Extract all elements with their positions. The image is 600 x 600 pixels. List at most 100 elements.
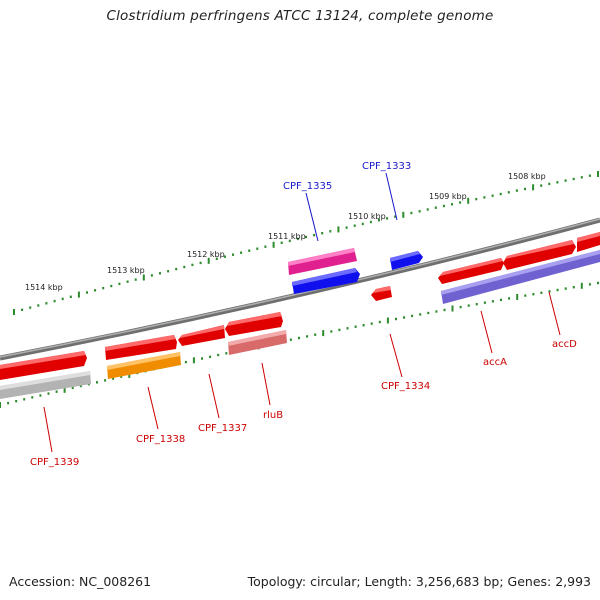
ruler-label-1510: 1510 kbp bbox=[348, 212, 386, 221]
feature-orange-block[interactable] bbox=[107, 352, 181, 379]
minor-tick bbox=[410, 211, 413, 215]
minor-tick bbox=[329, 230, 332, 233]
major-tick bbox=[532, 184, 535, 191]
minor-tick bbox=[361, 222, 364, 226]
feature-cpf-1335-blue[interactable] bbox=[292, 268, 360, 294]
minor-tick bbox=[104, 379, 107, 382]
genome-backbone bbox=[0, 217, 600, 361]
major-tick bbox=[0, 402, 1, 408]
minor-tick bbox=[86, 291, 88, 294]
minor-tick bbox=[306, 335, 309, 338]
minor-tick bbox=[411, 314, 414, 318]
feature-lavender-block[interactable] bbox=[441, 250, 600, 304]
minor-tick bbox=[540, 291, 543, 294]
minor-tick bbox=[548, 182, 551, 186]
minor-tick bbox=[23, 398, 26, 401]
minor-tick bbox=[79, 384, 82, 388]
minor-tick bbox=[296, 237, 299, 241]
feature-grey-block[interactable] bbox=[0, 371, 91, 399]
feature-acca[interactable] bbox=[438, 258, 504, 284]
ruler-label-1514: 1514 kbp bbox=[25, 283, 63, 292]
minor-tick bbox=[508, 297, 511, 300]
gene-label-cpf-1339[interactable]: CPF_1339 bbox=[30, 457, 79, 468]
minor-tick bbox=[256, 247, 259, 250]
minor-tick bbox=[395, 317, 397, 321]
outer-scale-ticks bbox=[13, 171, 599, 315]
minor-tick bbox=[94, 289, 97, 292]
minor-tick bbox=[459, 305, 462, 309]
minor-tick bbox=[288, 239, 291, 243]
label-connectors-blue bbox=[305, 172, 398, 242]
gene-label-cpf-1337[interactable]: CPF_1337 bbox=[198, 423, 247, 434]
genome-backbone-highlight bbox=[0, 218, 600, 358]
minor-tick bbox=[175, 267, 178, 271]
minor-tick bbox=[232, 253, 234, 256]
minor-tick bbox=[370, 322, 373, 325]
major-tick bbox=[451, 305, 454, 312]
feature-cpf-1333-blue[interactable] bbox=[390, 251, 423, 270]
minor-tick bbox=[53, 299, 56, 303]
gene-label-cpf-1335[interactable]: CPF_1335 bbox=[283, 181, 332, 192]
minor-tick bbox=[264, 245, 267, 248]
feature-cpf-1334[interactable] bbox=[371, 286, 392, 301]
minor-tick bbox=[313, 233, 316, 237]
minor-tick bbox=[199, 261, 202, 265]
gene-label-accd[interactable]: accD bbox=[552, 339, 577, 350]
minor-tick bbox=[321, 232, 324, 235]
minor-tick bbox=[548, 290, 551, 293]
minor-tick bbox=[45, 302, 48, 305]
minor-tick bbox=[475, 197, 478, 201]
minor-tick bbox=[572, 286, 575, 289]
minor-tick bbox=[102, 286, 105, 290]
gene-label-cpf-1338[interactable]: CPF_1338 bbox=[136, 434, 185, 445]
feature-accd[interactable] bbox=[503, 240, 576, 270]
gene-label-cpf-1334[interactable]: CPF_1334 bbox=[381, 381, 430, 392]
minor-tick bbox=[369, 220, 372, 224]
feature-cpf-1337[interactable] bbox=[178, 325, 225, 346]
major-tick bbox=[192, 357, 195, 364]
minor-tick bbox=[524, 294, 527, 297]
feature-cpf-1335-magenta[interactable] bbox=[288, 248, 357, 275]
minor-tick bbox=[7, 401, 10, 405]
gene-label-cpf-1333[interactable]: CPF_1333 bbox=[362, 161, 411, 172]
major-tick bbox=[580, 282, 583, 289]
major-tick bbox=[63, 386, 66, 393]
minor-tick bbox=[183, 265, 186, 269]
gene-label-rlub[interactable]: rluB bbox=[263, 410, 283, 421]
feature-cpf-1339-fwd[interactable] bbox=[0, 351, 87, 380]
minor-tick bbox=[418, 210, 421, 213]
minor-tick bbox=[298, 336, 300, 340]
minor-tick bbox=[451, 203, 453, 206]
minor-tick bbox=[507, 191, 510, 194]
minor-tick bbox=[564, 287, 567, 290]
major-tick bbox=[386, 317, 389, 324]
minor-tick bbox=[435, 310, 438, 313]
minor-tick bbox=[134, 278, 137, 281]
minor-tick bbox=[386, 217, 389, 220]
feature-pink-block[interactable] bbox=[228, 330, 287, 355]
inner-scale-ticks bbox=[0, 281, 599, 408]
feature-cpf-1336[interactable] bbox=[225, 312, 283, 336]
minor-tick bbox=[15, 400, 18, 403]
ruler-label-1508: 1508 kbp bbox=[508, 172, 546, 181]
ruler-label-1509: 1509 kbp bbox=[429, 192, 467, 201]
major-tick bbox=[272, 241, 275, 248]
minor-tick bbox=[467, 304, 470, 307]
minor-tick bbox=[353, 224, 356, 227]
minor-tick bbox=[96, 381, 98, 384]
minor-tick bbox=[556, 181, 559, 184]
minor-tick bbox=[499, 192, 502, 196]
feature-cpf-1338-fwd[interactable] bbox=[105, 335, 177, 360]
minor-tick bbox=[120, 375, 123, 378]
minor-tick bbox=[556, 288, 559, 292]
minor-tick bbox=[378, 219, 380, 222]
minor-tick bbox=[110, 284, 113, 288]
gene-label-acca[interactable]: accA bbox=[483, 357, 507, 368]
topology-label: Topology: circular; Length: 3,256,683 bp… bbox=[247, 574, 591, 589]
minor-tick bbox=[159, 272, 161, 275]
major-tick bbox=[597, 171, 599, 177]
minor-tick bbox=[588, 283, 591, 286]
minor-tick bbox=[483, 301, 486, 304]
feature-right-edge[interactable] bbox=[577, 232, 600, 252]
